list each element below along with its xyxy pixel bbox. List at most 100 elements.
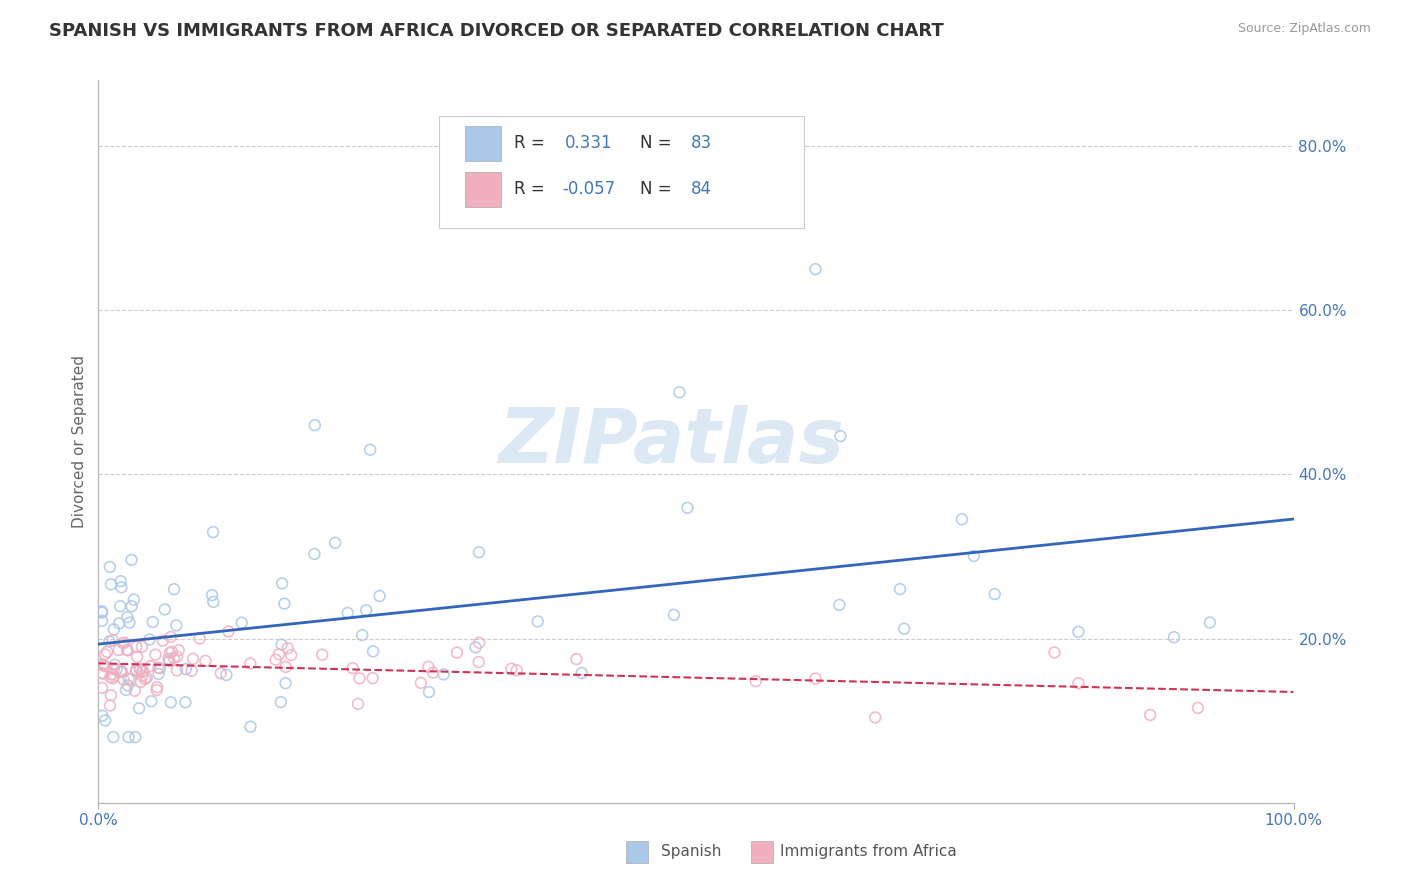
Point: [110, 664, 132, 678]
Point: [94, 659, 117, 673]
Point: [100, 577, 122, 591]
Point: [148, 667, 170, 681]
Text: N =: N =: [640, 135, 676, 153]
Point: [91, 614, 114, 628]
Point: [1067, 624, 1090, 639]
Point: [98, 634, 121, 648]
Point: [153, 602, 176, 616]
Point: [166, 663, 188, 677]
Point: [501, 662, 523, 676]
Point: [118, 615, 141, 630]
Point: [91, 604, 114, 618]
Point: [125, 640, 148, 654]
Point: [804, 672, 827, 686]
Point: [125, 665, 148, 679]
Point: [828, 598, 851, 612]
Text: Spanish: Spanish: [661, 845, 721, 859]
Point: [91, 606, 114, 620]
Point: [893, 622, 915, 636]
Point: [139, 659, 162, 673]
Point: [115, 642, 138, 657]
Point: [157, 652, 180, 666]
Point: [422, 665, 444, 680]
Point: [131, 669, 153, 683]
Point: [830, 429, 852, 443]
Point: [129, 662, 152, 676]
Point: [121, 599, 143, 614]
Point: [110, 665, 132, 679]
Point: [98, 698, 121, 713]
Point: [107, 643, 129, 657]
Point: [141, 694, 163, 708]
Point: [91, 681, 114, 695]
Point: [468, 655, 491, 669]
Point: [984, 587, 1007, 601]
Point: [347, 697, 370, 711]
Point: [167, 643, 190, 657]
Point: [148, 661, 170, 675]
Point: [149, 661, 172, 675]
Point: [112, 636, 135, 650]
Point: [117, 643, 139, 657]
Point: [274, 676, 297, 690]
Point: [166, 649, 188, 664]
Point: [188, 632, 211, 646]
Point: [159, 695, 181, 709]
Point: [91, 657, 114, 672]
Point: [352, 628, 374, 642]
Point: [336, 606, 359, 620]
Point: [117, 730, 139, 744]
Point: [506, 663, 529, 677]
Point: [1187, 701, 1209, 715]
Point: [239, 657, 262, 671]
Point: [745, 674, 768, 689]
Point: [94, 714, 117, 728]
Point: [676, 500, 699, 515]
Point: [526, 615, 548, 629]
Point: [163, 582, 186, 596]
Point: [174, 695, 197, 709]
Point: [127, 649, 149, 664]
Point: [91, 666, 114, 681]
Point: [160, 645, 183, 659]
Point: [349, 671, 371, 685]
Point: [209, 666, 232, 681]
Point: [311, 648, 333, 662]
Point: [131, 640, 153, 654]
Point: [418, 685, 440, 699]
Point: [231, 615, 253, 630]
Text: 83: 83: [692, 135, 713, 153]
Point: [361, 644, 384, 658]
Point: [110, 574, 132, 589]
Point: [1139, 708, 1161, 723]
Point: [273, 597, 295, 611]
Point: [950, 512, 973, 526]
Point: [368, 589, 391, 603]
Point: [122, 592, 145, 607]
Point: [409, 676, 432, 690]
Point: [98, 670, 121, 684]
Point: [159, 654, 181, 668]
Text: R =: R =: [515, 135, 555, 153]
Point: [323, 536, 346, 550]
Point: [132, 664, 155, 678]
Point: [103, 669, 125, 683]
Point: [304, 418, 326, 433]
Point: [131, 665, 153, 679]
Point: [304, 547, 326, 561]
Point: [668, 385, 690, 400]
Point: [571, 666, 593, 681]
Point: [98, 560, 121, 574]
Bar: [465, 172, 501, 207]
Point: [117, 678, 139, 692]
Point: [181, 652, 204, 666]
Point: [565, 652, 588, 666]
Point: [174, 662, 197, 676]
Point: [145, 648, 167, 662]
Point: [418, 660, 440, 674]
Point: [104, 657, 127, 672]
Point: [963, 549, 986, 563]
Point: [194, 654, 217, 668]
Point: [110, 580, 132, 594]
Point: [146, 680, 169, 694]
